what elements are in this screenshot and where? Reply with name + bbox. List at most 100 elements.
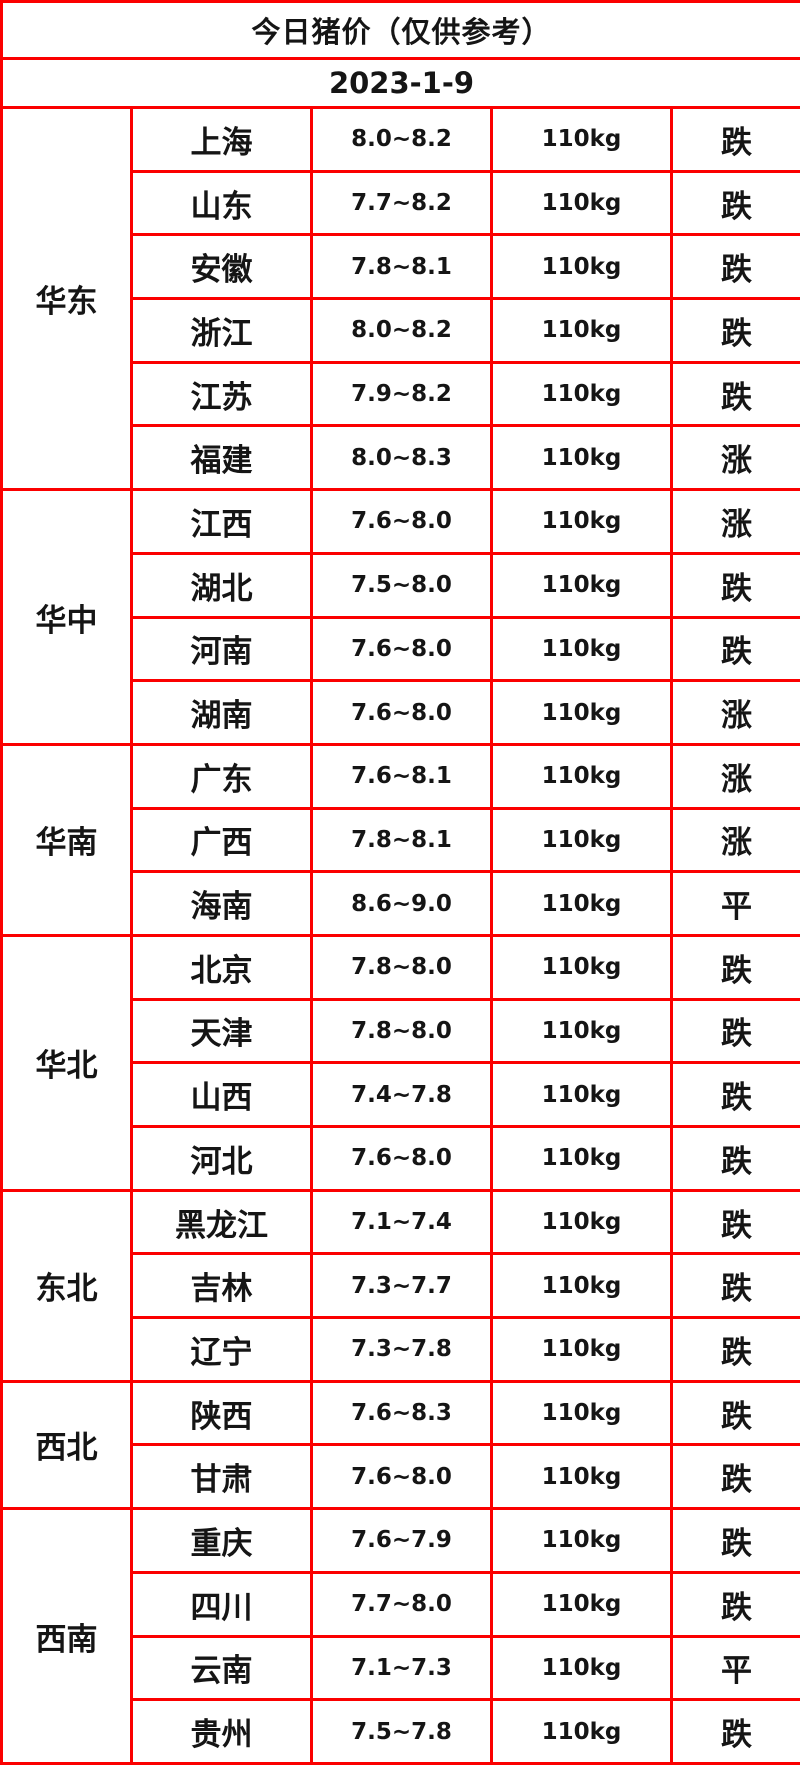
price-cell: 7.8~8.0 xyxy=(310,933,493,1001)
table-row: 天津 7.8~8.0 110kg 跌 xyxy=(2,997,800,1065)
table-row: 西南 重庆 7.6~7.9 110kg 跌 xyxy=(0,1507,800,1765)
table-row: 四川 7.7~8.0 110kg 跌 xyxy=(2,1570,800,1638)
province-cell: 甘肃 xyxy=(130,1443,313,1511)
price-cell: 7.9~8.2 xyxy=(310,360,493,428)
province-cell: 四川 xyxy=(130,1570,313,1638)
weight-cell: 110kg xyxy=(490,488,673,555)
weight-cell: 110kg xyxy=(490,169,673,237)
province-cell: 云南 xyxy=(130,1634,313,1702)
province-cell: 吉林 xyxy=(130,1252,313,1320)
price-cell: 7.6~8.0 xyxy=(310,488,493,555)
weight-cell: 110kg xyxy=(490,933,673,1001)
province-cell: 天津 xyxy=(130,997,313,1065)
province-cell: 广西 xyxy=(130,806,313,874)
price-cell: 7.3~7.7 xyxy=(310,1252,493,1320)
province-cell: 安徽 xyxy=(130,233,313,301)
price-cell: 8.6~9.0 xyxy=(310,870,493,937)
province-cell: 福建 xyxy=(130,424,313,492)
weight-cell: 110kg xyxy=(490,360,673,428)
weight-cell: 110kg xyxy=(490,615,673,683)
price-cell: 7.7~8.2 xyxy=(310,169,493,237)
trend-cell: 跌 xyxy=(669,360,800,428)
page-title: 今日猪价（仅供参考） xyxy=(0,0,800,60)
price-cell: 7.8~8.1 xyxy=(310,806,493,874)
table-row: 广西 7.8~8.1 110kg 涨 xyxy=(2,806,800,874)
trend-cell: 跌 xyxy=(669,169,800,237)
table-row: 河南 7.6~8.0 110kg 跌 xyxy=(2,615,800,683)
weight-cell: 110kg xyxy=(490,870,673,937)
trend-cell: 跌 xyxy=(669,933,800,1001)
price-cell: 8.0~8.2 xyxy=(310,106,493,173)
date-label: 2023-1-9 xyxy=(0,57,800,109)
weight-cell: 110kg xyxy=(490,1698,673,1765)
weight-cell: 110kg xyxy=(490,679,673,746)
province-cell: 湖南 xyxy=(130,679,313,746)
trend-cell: 涨 xyxy=(669,679,800,746)
province-cell: 河北 xyxy=(130,1125,313,1192)
trend-cell: 涨 xyxy=(669,488,800,555)
table-row: 山西 7.4~7.8 110kg 跌 xyxy=(2,1061,800,1128)
trend-cell: 涨 xyxy=(669,806,800,874)
weight-cell: 110kg xyxy=(490,1634,673,1702)
province-cell: 山东 xyxy=(130,169,313,237)
province-cell: 江苏 xyxy=(130,360,313,428)
province-cell: 江西 xyxy=(130,488,313,555)
trend-cell: 跌 xyxy=(669,1188,800,1256)
province-cell: 湖北 xyxy=(130,551,313,619)
table-row: 贵州 7.5~7.8 110kg 跌 xyxy=(2,1698,800,1765)
province-cell: 山西 xyxy=(130,1061,313,1128)
price-cell: 7.8~8.1 xyxy=(310,233,493,301)
province-cell: 陕西 xyxy=(130,1379,313,1447)
trend-cell: 涨 xyxy=(669,742,800,810)
province-cell: 广东 xyxy=(130,742,313,810)
region-cell: 西北 xyxy=(0,1379,133,1511)
trend-cell: 平 xyxy=(669,1634,800,1702)
price-cell: 7.6~8.0 xyxy=(310,1125,493,1192)
trend-cell: 跌 xyxy=(669,1443,800,1511)
trend-cell: 跌 xyxy=(669,1061,800,1128)
trend-cell: 跌 xyxy=(669,297,800,364)
province-cell: 重庆 xyxy=(130,1507,313,1574)
price-cell: 7.6~8.0 xyxy=(310,1443,493,1511)
table-row: 华中 江西 7.6~8.0 110kg 涨 xyxy=(0,488,800,746)
price-cell: 8.0~8.2 xyxy=(310,297,493,364)
table-row: 河北 7.6~8.0 110kg 跌 xyxy=(2,1125,800,1192)
trend-cell: 跌 xyxy=(669,615,800,683)
province-cell: 河南 xyxy=(130,615,313,683)
table-row: 江苏 7.9~8.2 110kg 跌 xyxy=(2,360,800,428)
price-cell: 7.1~7.3 xyxy=(310,1634,493,1702)
trend-cell: 跌 xyxy=(669,1507,800,1574)
region-cell: 华东 xyxy=(0,105,133,492)
weight-cell: 110kg xyxy=(490,1507,673,1574)
region-cell: 华南 xyxy=(0,742,133,937)
price-cell: 7.4~7.8 xyxy=(310,1061,493,1128)
table-row: 吉林 7.3~7.7 110kg 跌 xyxy=(2,1252,800,1320)
trend-cell: 跌 xyxy=(669,1252,800,1320)
trend-cell: 跌 xyxy=(669,1379,800,1447)
price-cell: 7.6~7.9 xyxy=(310,1507,493,1574)
price-cell: 7.5~8.0 xyxy=(310,551,493,619)
weight-cell: 110kg xyxy=(490,297,673,364)
table-row: 山东 7.7~8.2 110kg 跌 xyxy=(2,169,800,237)
table-row: 安徽 7.8~8.1 110kg 跌 xyxy=(2,233,800,301)
price-cell: 7.6~8.3 xyxy=(310,1379,493,1447)
table-row: 西北 陕西 7.6~8.3 110kg 跌 xyxy=(0,1379,800,1511)
table-row: 辽宁 7.3~7.8 110kg 跌 xyxy=(2,1316,800,1383)
province-cell: 上海 xyxy=(130,106,313,173)
weight-cell: 110kg xyxy=(490,233,673,301)
weight-cell: 110kg xyxy=(490,551,673,619)
table-row: 云南 7.1~7.3 110kg 平 xyxy=(2,1634,800,1702)
trend-cell: 平 xyxy=(669,870,800,937)
table-row: 华北 北京 7.8~8.0 110kg 跌 xyxy=(0,933,800,1192)
region-cell: 华中 xyxy=(0,488,133,746)
weight-cell: 110kg xyxy=(490,1570,673,1638)
province-cell: 贵州 xyxy=(130,1698,313,1765)
price-cell: 8.0~8.3 xyxy=(310,424,493,492)
province-cell: 北京 xyxy=(130,933,313,1001)
trend-cell: 跌 xyxy=(669,233,800,301)
region-cell: 东北 xyxy=(0,1188,133,1383)
price-cell: 7.3~7.8 xyxy=(310,1316,493,1383)
price-cell: 7.6~8.0 xyxy=(310,615,493,683)
table-row: 华南 广东 7.6~8.1 110kg 涨 xyxy=(0,742,800,937)
